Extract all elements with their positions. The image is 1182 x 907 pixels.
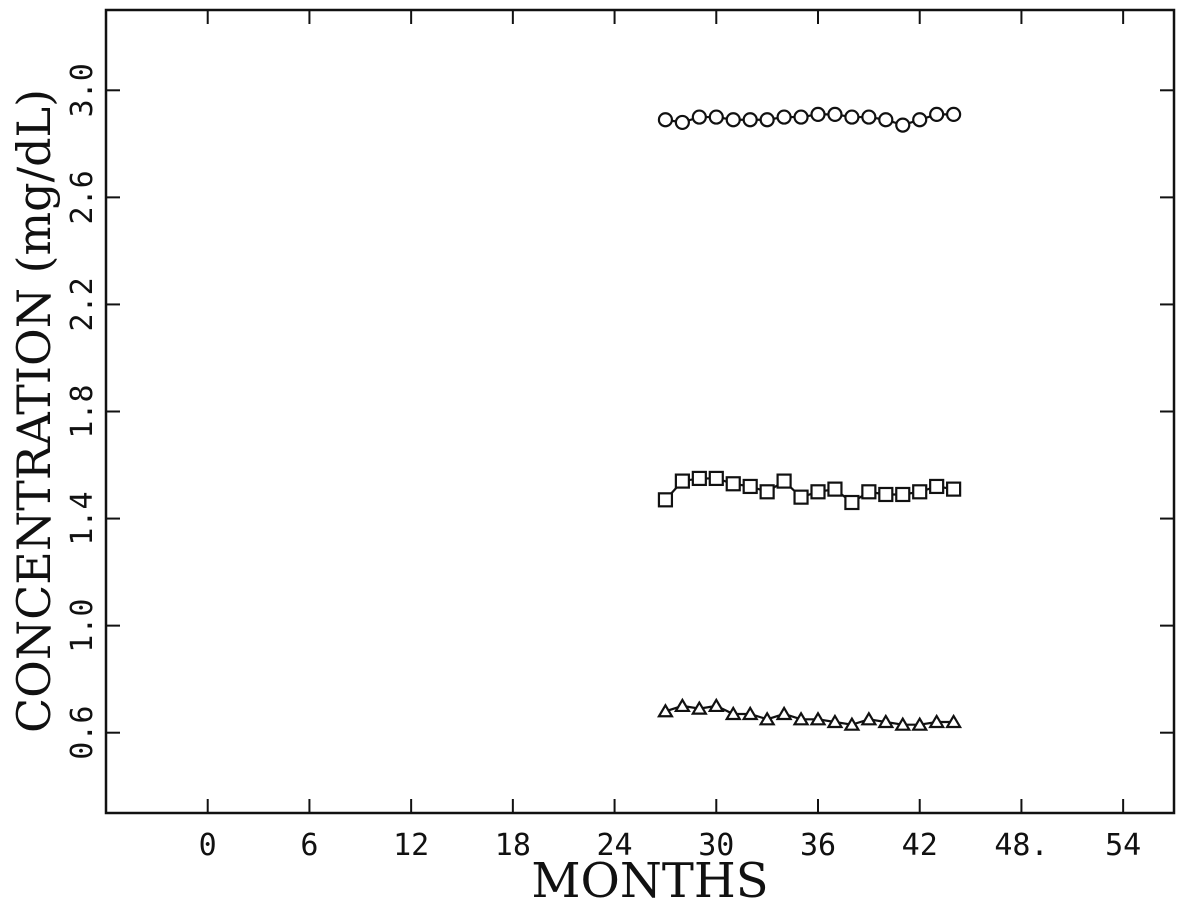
data-point-square xyxy=(725,476,741,492)
data-point-triangle xyxy=(673,697,691,713)
x-tick-label: 42 xyxy=(902,828,938,863)
data-point-circle xyxy=(759,112,775,128)
data-point-circle xyxy=(912,112,928,128)
x-tick-label: 54 xyxy=(1105,828,1141,863)
series-line xyxy=(665,113,954,127)
x-tick-label: 36 xyxy=(800,828,836,863)
x-tick-label: 0 xyxy=(199,828,217,863)
data-point-triangle xyxy=(945,713,963,729)
data-point-triangle xyxy=(775,705,793,721)
x-axis-ticks: 0 6 12 18 24 30 36 42 48. 54 xyxy=(199,10,1141,863)
data-point-circle xyxy=(929,106,945,122)
series-line xyxy=(665,704,954,726)
x-tick-label: 24 xyxy=(597,828,633,863)
y-tick-label: 1.4 xyxy=(65,491,100,545)
data-point-circle xyxy=(674,114,690,131)
data-point-square xyxy=(742,478,758,495)
x-tick-label: 48. xyxy=(994,828,1048,863)
plot-frame xyxy=(104,8,1176,815)
data-point-triangle xyxy=(707,697,725,713)
x-axis-title: MONTHS xyxy=(531,853,768,907)
series-triangle xyxy=(657,697,963,731)
y-tick-label: 0.6 xyxy=(65,706,100,760)
data-point-triangle xyxy=(826,713,844,729)
data-point-triangle xyxy=(657,703,674,718)
y-tick-label: 2.2 xyxy=(65,277,100,331)
data-point-square xyxy=(708,470,724,487)
data-point-square xyxy=(674,473,690,489)
x-tick-label: 6 xyxy=(300,828,318,863)
data-point-square xyxy=(657,492,674,508)
data-point-square xyxy=(878,486,894,503)
data-point-square xyxy=(691,470,707,487)
data-point-square xyxy=(827,481,843,497)
data-point-triangle xyxy=(792,711,810,726)
data-point-circle xyxy=(691,109,707,125)
data-point-circle xyxy=(742,112,758,128)
data-point-square xyxy=(810,484,826,500)
data-point-square xyxy=(776,473,792,489)
y-axis-title: CONCENTRATION (mg/dL) xyxy=(7,89,61,733)
data-point-square xyxy=(861,484,877,500)
y-axis-ticks: 0.6 1.0 1.4 1.8 2.2 2.6 3.0 xyxy=(65,63,1174,760)
data-point-triangle xyxy=(741,705,759,721)
x-tick-label: 12 xyxy=(393,828,429,863)
x-tick-label: 30 xyxy=(698,828,734,863)
data-point-triangle xyxy=(843,716,861,731)
data-point-circle xyxy=(708,109,724,125)
data-point-square xyxy=(793,489,809,505)
data-point-square xyxy=(759,484,775,500)
data-point-triangle xyxy=(724,705,742,721)
data-point-square xyxy=(912,484,928,500)
y-tick-label: 2.6 xyxy=(65,170,100,224)
data-point-circle xyxy=(946,106,962,122)
data-point-triangle xyxy=(690,700,708,715)
series-line xyxy=(664,477,954,504)
data-point-circle xyxy=(793,109,809,125)
data-point-triangle xyxy=(809,711,827,726)
x-tick-label: 18 xyxy=(495,828,531,863)
data-point-triangle xyxy=(894,716,912,731)
data-point-circle xyxy=(895,117,911,133)
data-point-square xyxy=(946,481,962,497)
data-point-square xyxy=(895,486,911,503)
data-point-circle xyxy=(810,106,826,122)
data-point-square xyxy=(844,494,860,511)
y-tick-label: 1.8 xyxy=(65,384,100,438)
data-point-triangle xyxy=(928,713,946,729)
data-point-circle xyxy=(657,112,674,128)
data-point-circle xyxy=(878,112,894,128)
data-point-triangle xyxy=(758,711,776,726)
series-square xyxy=(657,470,962,511)
y-tick-label: 3.0 xyxy=(65,63,100,117)
data-point-circle xyxy=(725,112,741,128)
data-point-circle xyxy=(861,109,877,125)
series-circle xyxy=(657,106,962,133)
data-point-circle xyxy=(827,106,843,122)
data-point-circle xyxy=(776,109,792,125)
data-series xyxy=(657,106,963,731)
data-point-square xyxy=(929,478,945,495)
y-tick-label: 1.0 xyxy=(65,599,100,653)
data-point-triangle xyxy=(911,716,929,731)
data-point-circle xyxy=(844,109,860,125)
data-point-triangle xyxy=(860,711,878,726)
data-point-triangle xyxy=(877,713,895,729)
